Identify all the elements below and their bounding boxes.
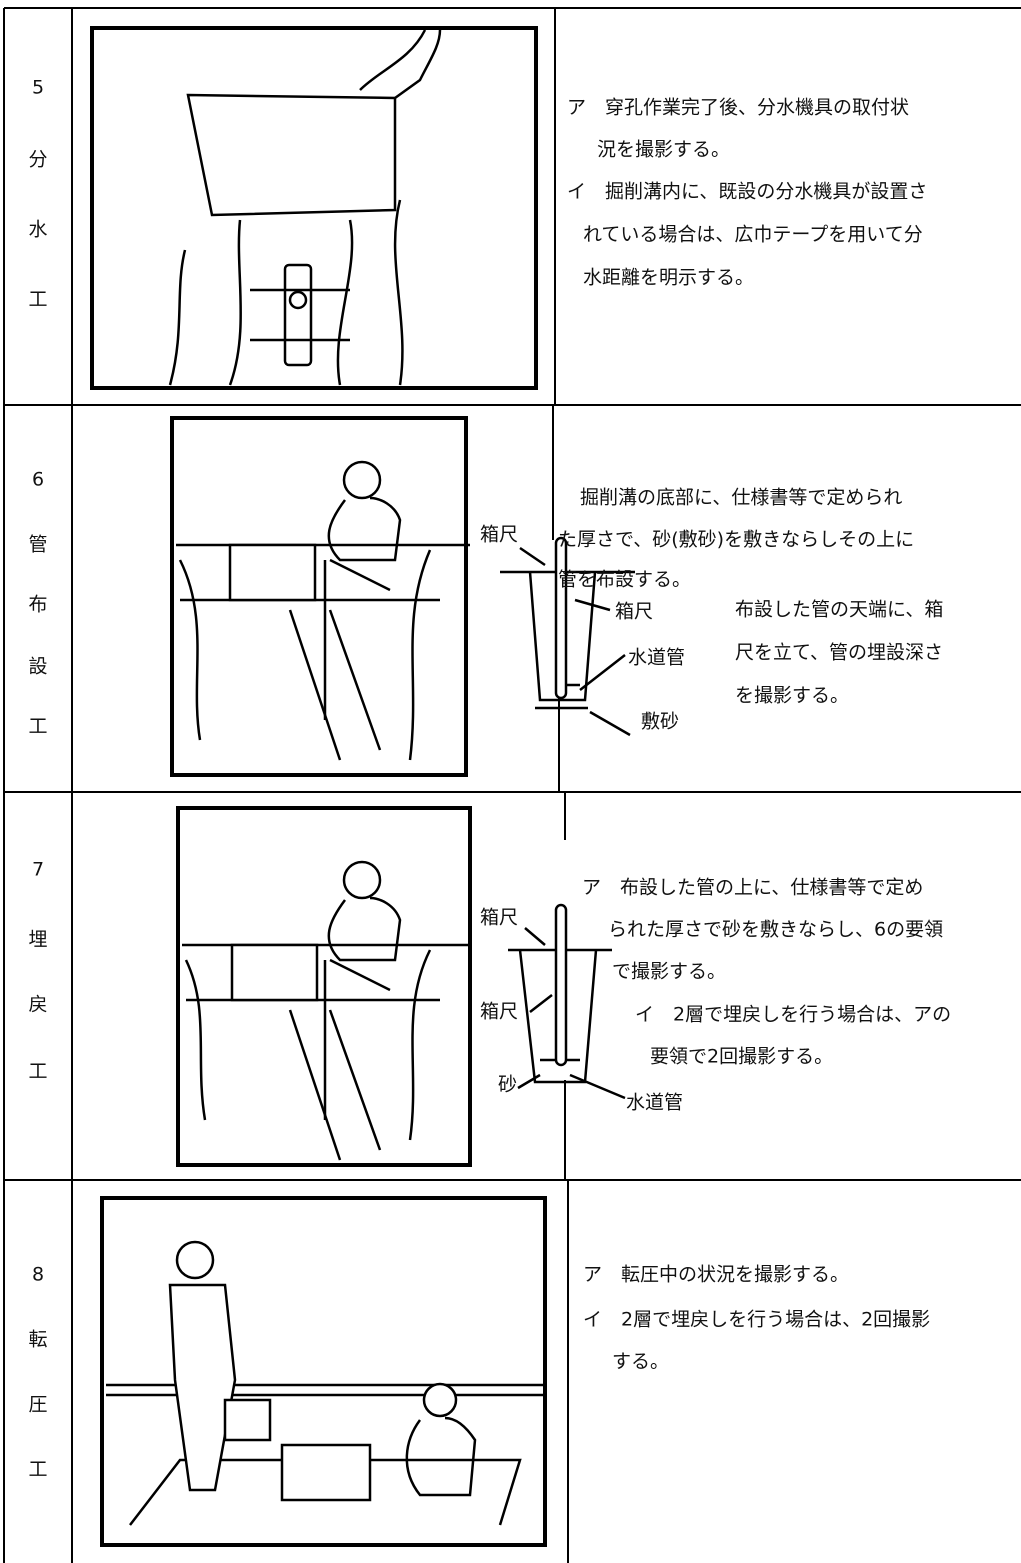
description-line: 布設した管の天端に、箱	[735, 599, 943, 621]
description-line: イ 2層で埋戻しを行う場合は、アの	[635, 1004, 951, 1026]
description-line: 況を撮影する。	[597, 139, 730, 161]
illustration	[170, 416, 470, 777]
description-line: 要領で2回撮影する。	[650, 1046, 833, 1068]
row-name-char: 圧	[28, 1394, 47, 1416]
diagram-label: 箱尺	[480, 907, 518, 929]
row-name-char: 工	[28, 1061, 47, 1083]
pipe-diagram	[508, 903, 626, 1100]
row-number: 7	[32, 859, 44, 881]
description-line: ア 穿孔作業完了後、分水機具の取付状	[567, 97, 909, 119]
description-line: 掘削溝の底部に、仕様書等で定められ	[580, 487, 902, 509]
diagram-label: 箱尺	[480, 1001, 518, 1023]
description-line: ア 転圧中の状況を撮影する。	[583, 1264, 849, 1286]
row-name-char: 水	[28, 219, 47, 241]
description-line: イ 掘削溝内に、既設の分水機具が設置さ	[567, 181, 927, 203]
diagram-label: 砂	[498, 1074, 517, 1096]
description-line: で撮影する。	[612, 961, 726, 983]
diagram-label: 水道管	[626, 1092, 683, 1114]
illustration	[100, 1196, 547, 1547]
illustration	[176, 806, 472, 1167]
row-name-char: 分	[28, 149, 47, 171]
table-rules	[3, 7, 1021, 1563]
description-line: ア 布設した管の上に、仕様書等で定め	[582, 877, 923, 899]
description-line: られた厚さで砂を敷きならし、6の要領	[608, 919, 943, 941]
row-name-char: 布	[28, 594, 47, 616]
row-name-char: 設	[28, 656, 47, 678]
description-line: 水距離を明示する。	[583, 267, 754, 289]
row-number: 5	[32, 77, 44, 99]
row-number: 8	[32, 1264, 44, 1286]
row-name-char: 戻	[28, 994, 47, 1016]
diagram-label: 箱尺	[615, 601, 653, 623]
description-line: 管を布設する。	[558, 569, 691, 591]
description-line: た厚さで、砂(敷砂)を敷きならしその上に	[558, 529, 914, 551]
description-line: れている場合は、広巾テープを用いて分	[583, 224, 923, 246]
description-line: する。	[612, 1351, 669, 1373]
diagram-label: 水道管	[628, 647, 685, 669]
row-name-char: 管	[28, 534, 47, 556]
diagram-label: 敷砂	[641, 711, 679, 733]
row-name-char: 工	[28, 289, 47, 311]
illustration	[90, 26, 538, 390]
description-line: 尺を立て、管の埋設深さ	[735, 642, 943, 664]
pipe-diagram	[500, 536, 635, 737]
row-name-char: 工	[28, 1459, 47, 1481]
row-name-char: 工	[28, 716, 47, 738]
diagram-label: 箱尺	[480, 524, 518, 546]
row-name-char: 転	[28, 1329, 47, 1351]
row-number: 6	[32, 469, 44, 491]
description-line: イ 2層で埋戻しを行う場合は、2回撮影	[583, 1309, 930, 1331]
row-name-char: 埋	[28, 929, 47, 951]
description-line: を撮影する。	[735, 685, 849, 707]
